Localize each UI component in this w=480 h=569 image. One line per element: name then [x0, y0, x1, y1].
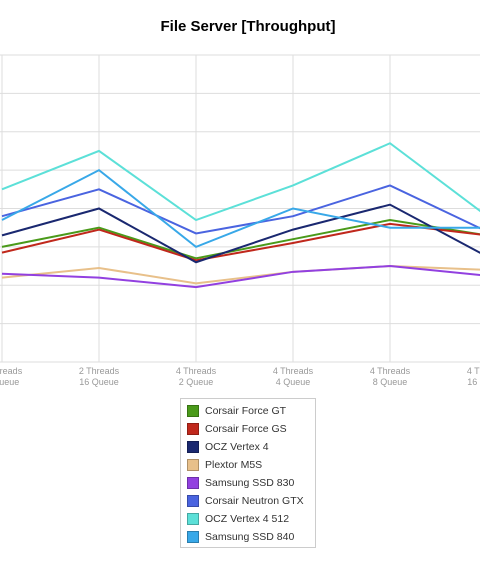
legend-swatch	[187, 459, 199, 471]
series-line-corsair-force-gs	[1, 222, 480, 262]
series-line-samsung-ssd-840	[1, 168, 480, 249]
series-line-plextor-m5s	[1, 265, 480, 285]
series-line-ocz-vertex-4-512	[1, 142, 480, 222]
legend-label: Corsair Force GT	[205, 405, 287, 417]
legend-label: Corsair Neutron GTX	[205, 495, 304, 507]
legend-item[interactable]: OCZ Vertex 4	[187, 438, 309, 456]
x-tick-label: 4 Threads 2 Queue	[176, 366, 217, 387]
legend-swatch	[187, 423, 199, 435]
legend-swatch	[187, 405, 199, 417]
legend-item[interactable]: OCZ Vertex 4 512	[187, 510, 309, 528]
legend-item[interactable]: Corsair Force GS	[187, 420, 309, 438]
legend-item[interactable]: Corsair Neutron GTX	[187, 492, 309, 510]
legend-swatch	[187, 513, 199, 525]
x-tick-label: 4 Threads 4 Queue	[273, 366, 314, 387]
series-line-ocz-vertex-4	[1, 203, 480, 264]
series-lines	[1, 142, 480, 289]
legend-label: Samsung SSD 840	[205, 531, 295, 543]
legend-label: OCZ Vertex 4 512	[205, 513, 290, 525]
legend-item[interactable]: Corsair Force GT	[187, 402, 309, 420]
legend-swatch	[187, 477, 199, 489]
gridlines	[0, 54, 480, 363]
legend-item[interactable]: Plextor M5S	[187, 456, 309, 474]
legend-swatch	[187, 531, 199, 543]
chart-title: File Server [Throughput]	[160, 18, 336, 35]
series-line-corsair-neutron-gtx	[1, 184, 480, 235]
series-line-samsung-ssd-830	[1, 265, 480, 289]
legend: Corsair Force GT Corsair Force GS OCZ Vert…	[180, 398, 316, 548]
legend-item[interactable]: Samsung SSD 830	[187, 474, 309, 492]
x-tick-label: 4 Threads 8 Queue	[370, 366, 411, 387]
legend-label: OCZ Vertex 4	[205, 441, 269, 453]
legend-label: Plextor M5S	[205, 459, 263, 471]
x-tick-label: 2 Threads 16 Queue	[79, 366, 120, 387]
legend-swatch	[187, 441, 199, 453]
legend-label: Samsung SSD 830	[205, 477, 295, 489]
legend-item[interactable]: Samsung SSD 840	[187, 528, 309, 546]
series-line-corsair-force-gt	[1, 218, 480, 260]
legend-swatch	[187, 495, 199, 507]
legend-label: Corsair Force GS	[205, 423, 287, 435]
